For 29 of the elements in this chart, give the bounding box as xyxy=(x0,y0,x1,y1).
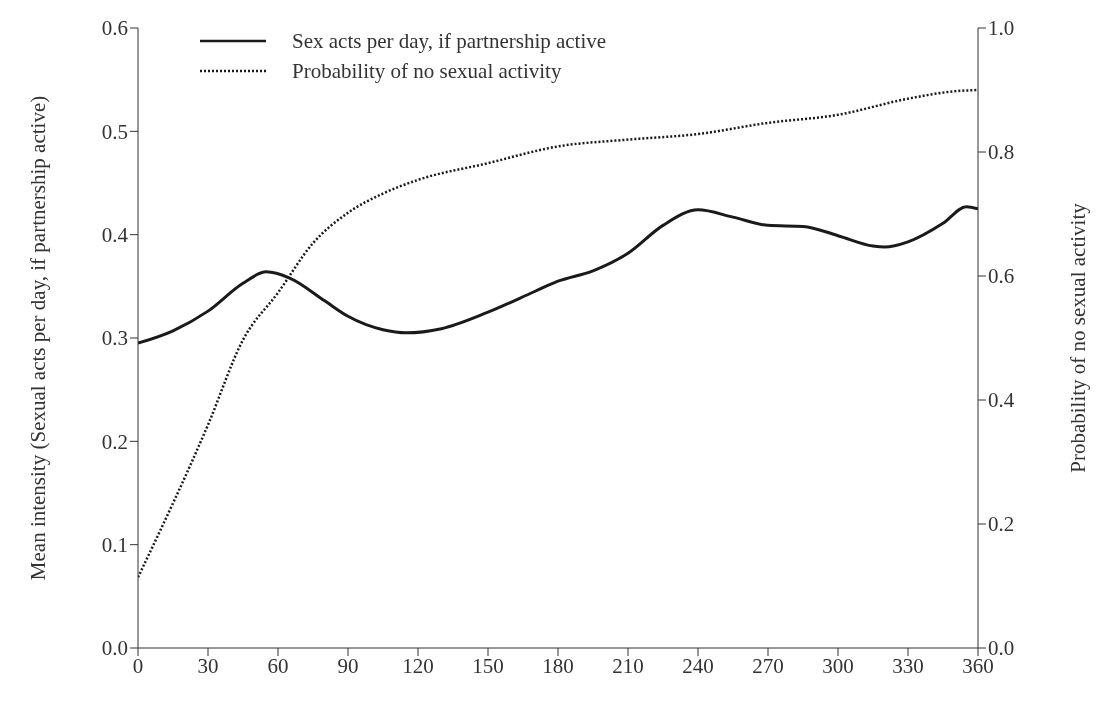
y-tick-label: 0.5 xyxy=(101,119,128,144)
x-tick-label: 150 xyxy=(472,653,504,678)
y-tick-label: 0.1 xyxy=(101,533,128,558)
x-tick-label: 180 xyxy=(542,653,574,678)
x-tick-label: 210 xyxy=(612,653,644,678)
x-tick-label: 240 xyxy=(682,653,714,678)
y-axis-title: Mean intensity (Sexual acts per day, if partnership active) xyxy=(26,95,51,581)
x-tick-label: 330 xyxy=(892,653,924,678)
x-tick-label: 120 xyxy=(402,653,434,678)
x-tick-label: 60 xyxy=(267,653,289,678)
legend-label: Sex acts per day, if partnership active xyxy=(292,28,607,54)
y-tick-label: 0.4 xyxy=(101,223,129,248)
y2-tick-label: 0.6 xyxy=(988,264,1015,289)
y2-tick-label: 1.0 xyxy=(988,16,1015,41)
y2-tick-label: 0.8 xyxy=(988,140,1015,165)
y2-tick-label: 0.2 xyxy=(988,512,1015,537)
y-tick-label: 0.6 xyxy=(101,16,128,41)
x-tick-label: 0 xyxy=(132,653,144,678)
x-tick-label: 90 xyxy=(337,653,359,678)
y2-tick-label: 0.4 xyxy=(988,388,1015,413)
y-tick-label: 0.3 xyxy=(101,326,128,351)
x-tick-label: 300 xyxy=(822,653,854,678)
x-tick-label: 30 xyxy=(197,653,219,678)
x-tick-label: 270 xyxy=(752,653,784,678)
y-tick-label: 0.0 xyxy=(101,636,128,661)
line-series xyxy=(138,88,978,579)
legend-label: Probability of no sexual activity xyxy=(292,58,562,84)
y2-axis-title: Probability of no sexual activity xyxy=(1066,202,1091,473)
y-tick-label: 0.2 xyxy=(101,429,128,454)
